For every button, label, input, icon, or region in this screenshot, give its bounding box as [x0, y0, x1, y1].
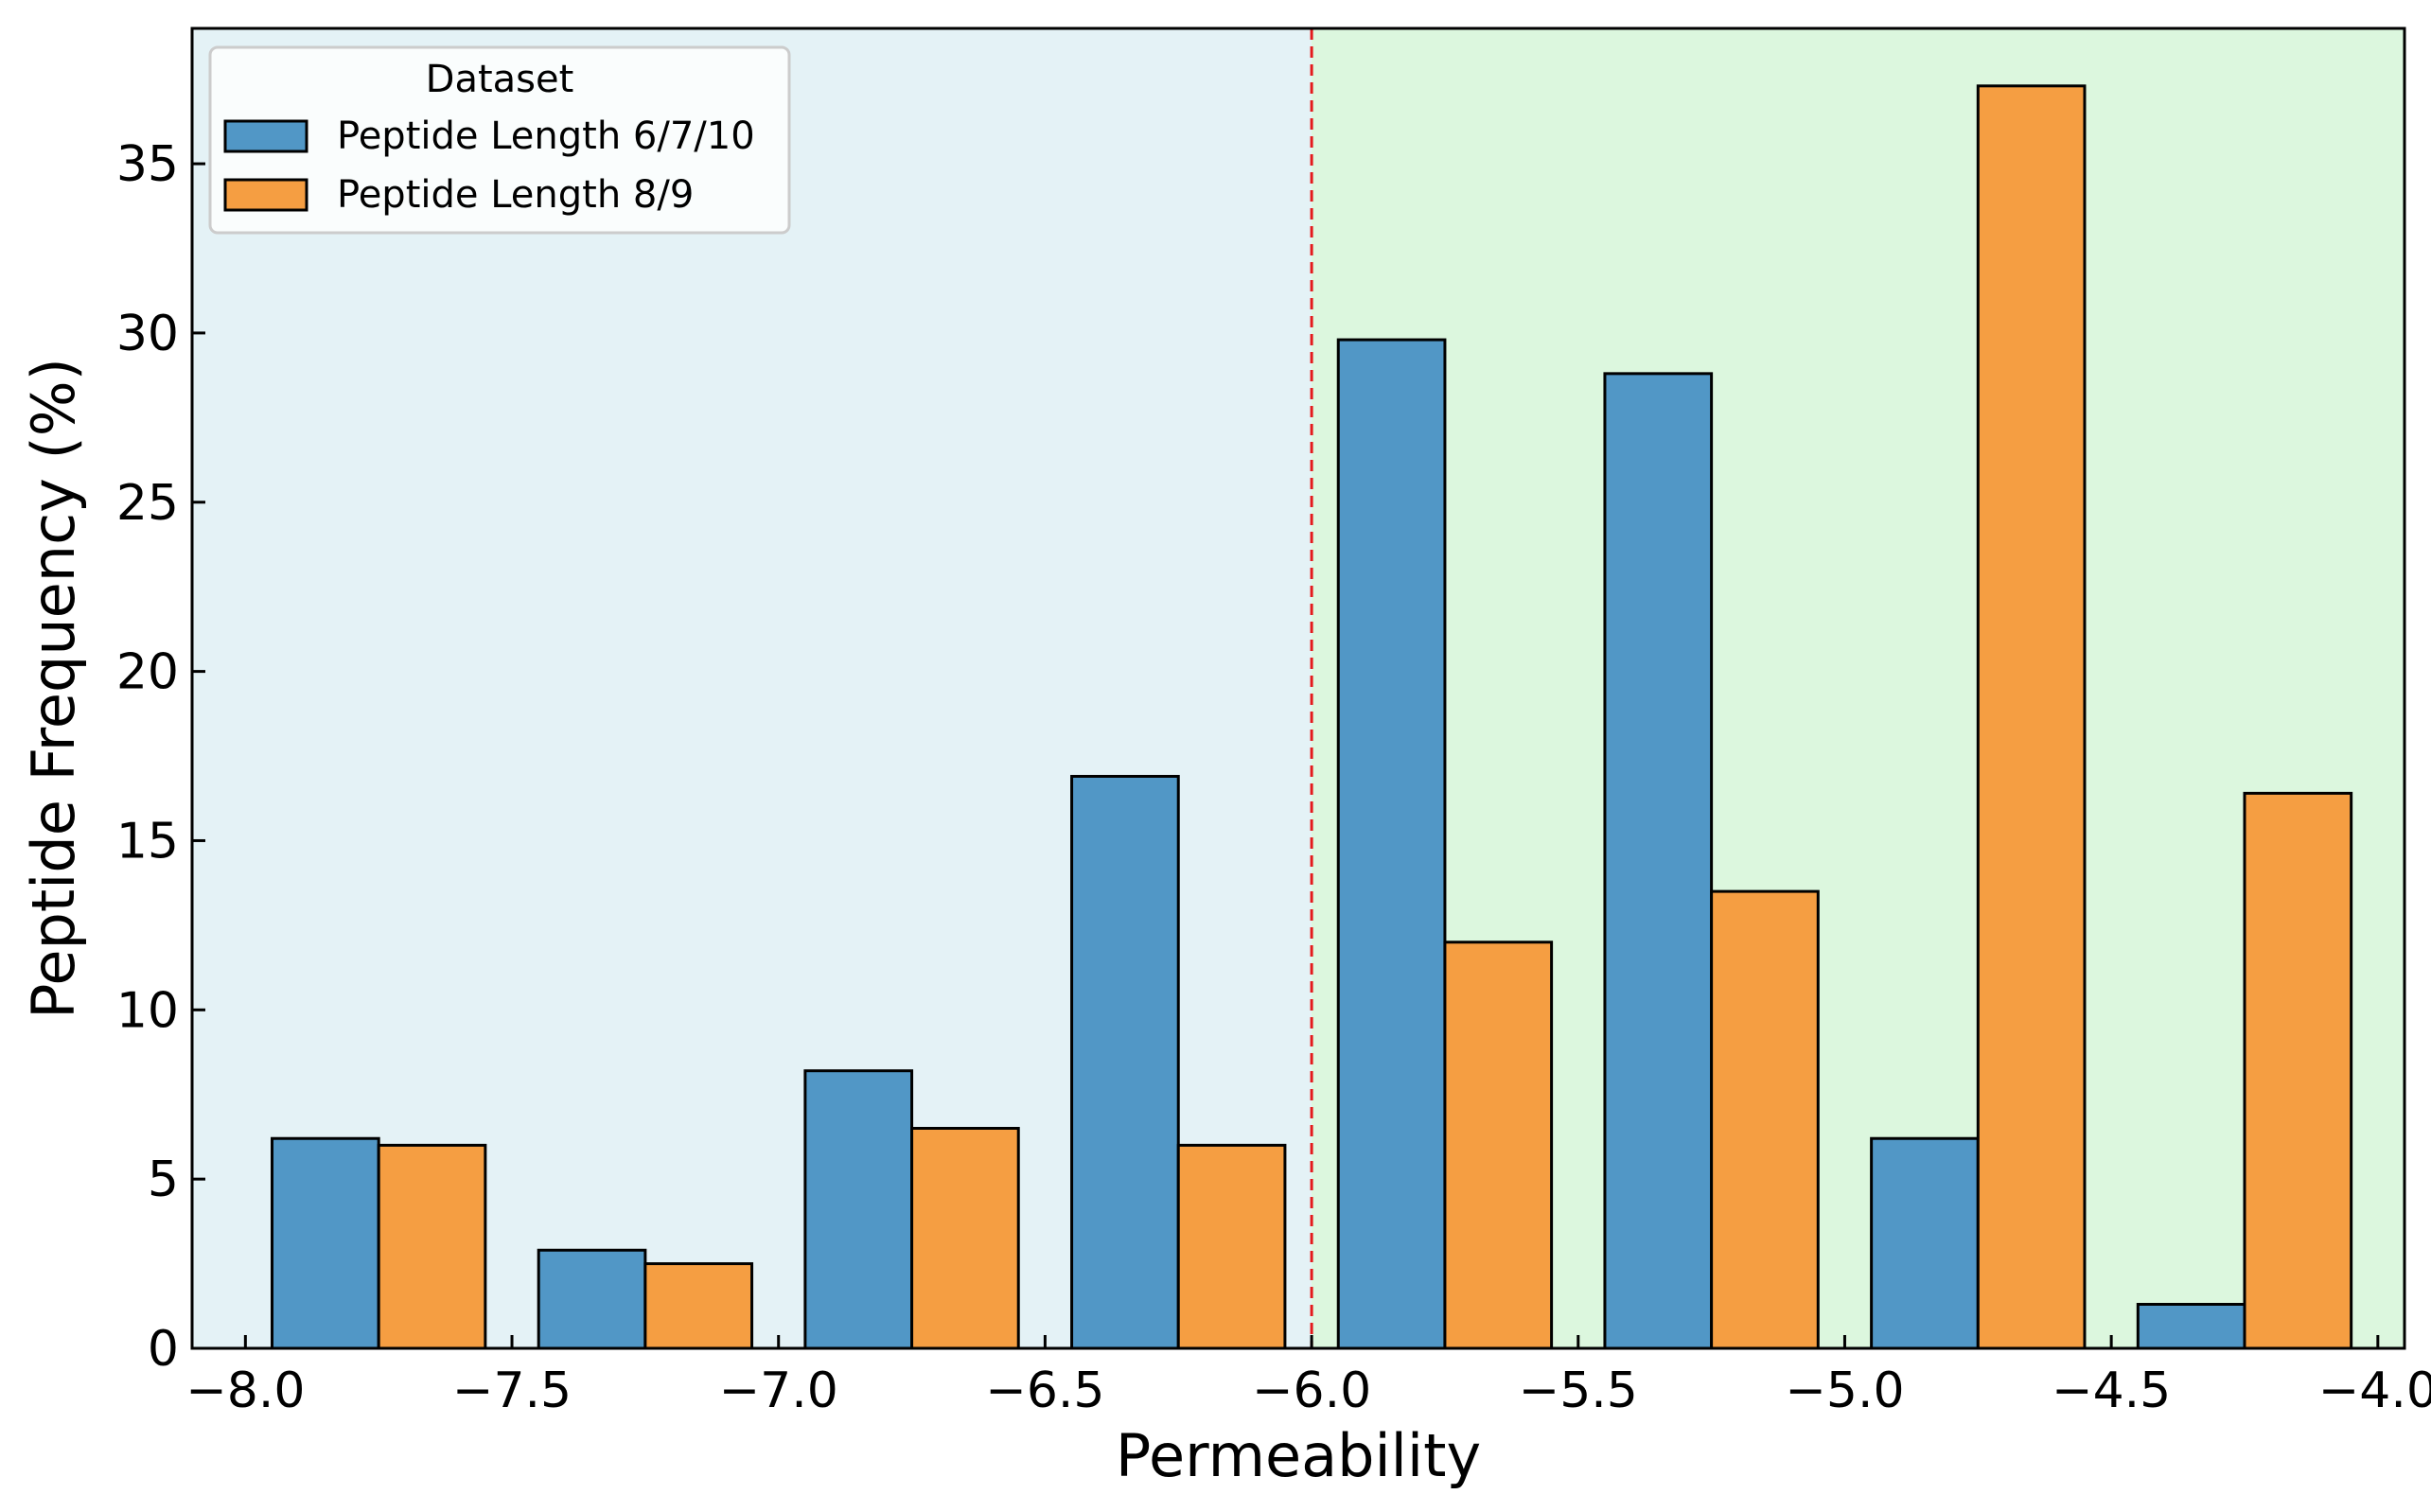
bar-series-2-bin-4: [1176, 1143, 1287, 1350]
legend-title: Dataset: [426, 58, 574, 101]
plot-frame: [190, 26, 2406, 1350]
bar-series-2-bin-1: [377, 1143, 487, 1350]
y-tick-label: 15: [116, 813, 179, 870]
x-tick-label: −8.0: [185, 1363, 305, 1419]
x-tick-label: −6.0: [1252, 1363, 1371, 1419]
x-tick-label: −7.5: [452, 1363, 572, 1419]
background-regions: [192, 28, 2405, 1348]
y-tick-label: 20: [116, 644, 179, 701]
bar-series-1-bin-3: [803, 1069, 914, 1350]
bar-series-1-bin-4: [1070, 775, 1180, 1350]
y-tick-label: 35: [116, 136, 179, 193]
legend-box: [208, 45, 791, 235]
y-tick-label: 10: [116, 982, 179, 1039]
x-tick-label: −4.5: [2052, 1363, 2171, 1419]
x-tick-label: −7.0: [719, 1363, 838, 1419]
y-tick-label: 0: [148, 1321, 179, 1378]
bar-series-1-bin-2: [537, 1248, 647, 1350]
legend-swatch-series-1: [223, 119, 308, 153]
legend-label-series-1: Peptide Length 6/7/10: [337, 114, 755, 158]
bar-series-1-bin-7: [1870, 1136, 1980, 1350]
y-axis-ticks: 0 5 10 15 20 25 30 35: [116, 136, 205, 1378]
y-axis-label: Peptide Frequency (%): [19, 358, 88, 1019]
bar-series-1-bin-8: [2136, 1303, 2246, 1350]
bar-series-1-bin-5: [1336, 338, 1447, 1350]
x-tick-label: −4.0: [2318, 1363, 2431, 1419]
bar-series-1-bin-1: [271, 1136, 380, 1350]
x-tick-label: −5.5: [1519, 1363, 1638, 1419]
x-tick-label: −6.5: [985, 1363, 1104, 1419]
bar-series-2-bin-6: [1710, 889, 1820, 1350]
legend: Dataset Peptide Length 6/7/10 Peptide Le…: [208, 45, 791, 235]
bar-series-2-bin-8: [2243, 791, 2353, 1350]
legend-label-series-2: Peptide Length 8/9: [337, 173, 694, 217]
y-tick-label: 25: [116, 475, 179, 532]
bar-series-1-bin-6: [1603, 372, 1714, 1350]
bar-series-2-bin-7: [1976, 84, 2087, 1350]
x-tick-label: −5.0: [1785, 1363, 1904, 1419]
legend-swatch-series-2: [223, 178, 308, 212]
y-tick-label: 30: [116, 306, 179, 362]
bar-series-2-bin-2: [643, 1262, 754, 1350]
x-axis-ticks: −8.0 −7.5 −7.0 −6.5 −6.0 −5.5 −5.0 −4.5 −4.0: [185, 1335, 2431, 1419]
bars: [271, 84, 2353, 1350]
bar-series-2-bin-5: [1443, 941, 1554, 1350]
y-tick-label: 5: [148, 1152, 179, 1208]
bar-series-2-bin-3: [910, 1127, 1020, 1350]
x-axis-label: Permeability: [1116, 1421, 1481, 1490]
